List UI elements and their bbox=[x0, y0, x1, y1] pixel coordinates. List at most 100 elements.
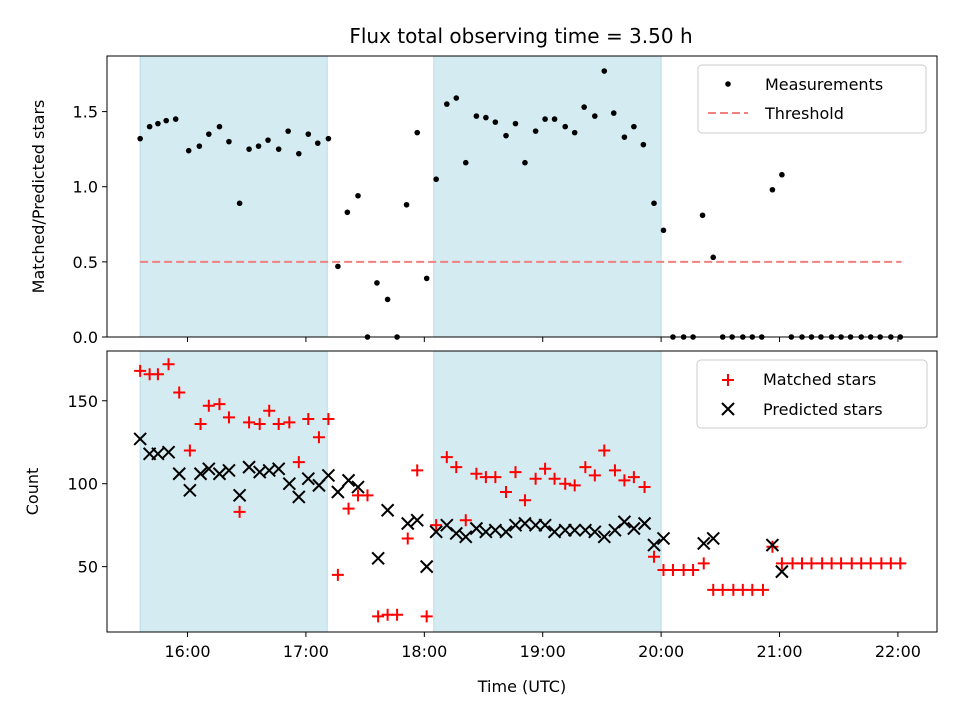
matched-star-point bbox=[450, 461, 463, 474]
measurement-point bbox=[163, 117, 170, 124]
predicted-star-point bbox=[637, 516, 652, 531]
measurement-point bbox=[522, 159, 528, 166]
legend-matched-label: Matched stars bbox=[763, 370, 876, 389]
bottom-y-axis-label: Count bbox=[23, 468, 42, 516]
x-tick-label: 16:00 bbox=[164, 642, 210, 661]
matched-star-point bbox=[253, 417, 266, 430]
top-y-tick-label: 1.5 bbox=[73, 103, 98, 122]
matched-star-point bbox=[835, 557, 848, 570]
matched-star-point bbox=[430, 519, 443, 532]
measurement-point bbox=[196, 143, 203, 149]
predicted-star-point bbox=[597, 530, 611, 544]
measurement-point bbox=[483, 114, 489, 121]
top-y-tick-label: 0.0 bbox=[73, 328, 98, 347]
measurement-point bbox=[226, 138, 232, 145]
matched-star-point bbox=[548, 472, 561, 485]
predicted-star-point bbox=[558, 523, 572, 537]
predicted-star-point bbox=[401, 516, 415, 531]
matched-star-point bbox=[331, 568, 344, 581]
legend-predicted-marker bbox=[721, 402, 735, 416]
measurement-point bbox=[621, 134, 628, 140]
measurement-point bbox=[265, 137, 271, 143]
top-panel: 0.0 0.5 1.0 1.5 Matched/Predicted stars Mea… bbox=[29, 55, 938, 347]
measurement-point bbox=[296, 150, 302, 157]
predicted-star-point bbox=[222, 463, 236, 478]
measurement-point bbox=[601, 68, 608, 74]
matched-star-point bbox=[151, 368, 164, 381]
matched-star-point bbox=[202, 399, 215, 412]
predicted-star-point bbox=[151, 447, 165, 461]
measurement-point bbox=[542, 116, 548, 122]
x-tick-label: 17:00 bbox=[283, 642, 329, 661]
matched-star-point bbox=[292, 456, 305, 469]
top-legend: Measurements Threshold bbox=[697, 64, 927, 134]
legend-threshold-label: Threshold bbox=[764, 104, 844, 123]
top-x-axis-ticks bbox=[187, 337, 899, 342]
matched-star-point bbox=[598, 444, 611, 457]
bottom-panel: 50 100 150 16:00 17:00 18:00 19:00 20:00 21:00 2… bbox=[23, 350, 938, 696]
matched-star-point bbox=[746, 583, 759, 596]
measurement-point bbox=[562, 123, 569, 130]
predicted-star-point bbox=[410, 513, 424, 527]
predicted-star-point bbox=[419, 559, 434, 574]
bottom-x-axis-ticks: 16:00 17:00 18:00 19:00 20:00 21:00 22:00 bbox=[164, 632, 921, 661]
measurement-point bbox=[285, 128, 291, 134]
matched-star-point bbox=[666, 563, 679, 576]
bottom-axes-frame bbox=[106, 350, 938, 633]
chart-title: Flux total observing time = 3.50 h bbox=[349, 24, 692, 48]
measurement-point bbox=[592, 113, 598, 119]
measurement-point bbox=[216, 123, 223, 130]
x-tick-label: 20:00 bbox=[638, 642, 684, 661]
predicted-star-point bbox=[775, 564, 789, 579]
matched-star-point bbox=[716, 583, 729, 596]
measurement-point bbox=[433, 176, 439, 183]
predicted-star-point bbox=[321, 468, 336, 483]
matched-star-point bbox=[134, 364, 147, 377]
top-y-axis-ticks: 0.0 0.5 1.0 1.5 bbox=[73, 103, 107, 347]
predicted-star-point bbox=[429, 525, 443, 539]
measurement-point bbox=[473, 113, 480, 119]
x-tick-label: 21:00 bbox=[756, 642, 802, 661]
measurement-point bbox=[631, 123, 637, 130]
measurement-point bbox=[384, 296, 391, 303]
matched-star-point bbox=[766, 540, 779, 553]
matched-star-point bbox=[618, 474, 631, 487]
matched-star-point bbox=[342, 502, 355, 515]
matched-star-point bbox=[372, 610, 385, 623]
predicted-star-point bbox=[765, 538, 780, 552]
legend-measurements-label: Measurements bbox=[765, 75, 883, 94]
predicted-star-point bbox=[202, 462, 216, 476]
matched-star-point bbox=[322, 413, 335, 426]
top-axes-frame bbox=[106, 55, 938, 338]
predicted-star-point bbox=[528, 518, 543, 532]
predicted-star-point bbox=[271, 462, 286, 476]
matched-star-point bbox=[489, 471, 502, 484]
matched-star-point bbox=[470, 467, 483, 480]
matched-stars-points bbox=[134, 358, 907, 623]
matched-star-point bbox=[183, 444, 196, 457]
predicted-star-point bbox=[193, 467, 208, 481]
matched-star-point bbox=[283, 416, 296, 429]
bottom-y-tick-label: 100 bbox=[67, 475, 98, 494]
predicted-star-point bbox=[242, 460, 256, 474]
matched-star-point bbox=[272, 417, 285, 430]
matched-star-point bbox=[638, 481, 651, 494]
predicted-star-point bbox=[706, 531, 720, 546]
matched-star-point bbox=[162, 358, 175, 371]
matched-star-point bbox=[401, 532, 414, 545]
predicted-star-point bbox=[351, 480, 365, 494]
matched-star-point bbox=[233, 505, 246, 518]
matched-star-point bbox=[894, 557, 907, 570]
matched-star-point bbox=[411, 464, 424, 477]
matched-star-point bbox=[568, 479, 581, 492]
matched-star-point bbox=[864, 557, 877, 570]
predicted-star-point bbox=[588, 525, 602, 539]
matched-star-point bbox=[539, 462, 552, 475]
measurement-point bbox=[206, 131, 212, 137]
measurement-point bbox=[462, 159, 469, 166]
shaded-interval-2 bbox=[433, 350, 662, 633]
measurement-point bbox=[305, 131, 312, 137]
matched-star-point bbox=[579, 461, 592, 474]
predicted-star-point bbox=[380, 503, 395, 517]
